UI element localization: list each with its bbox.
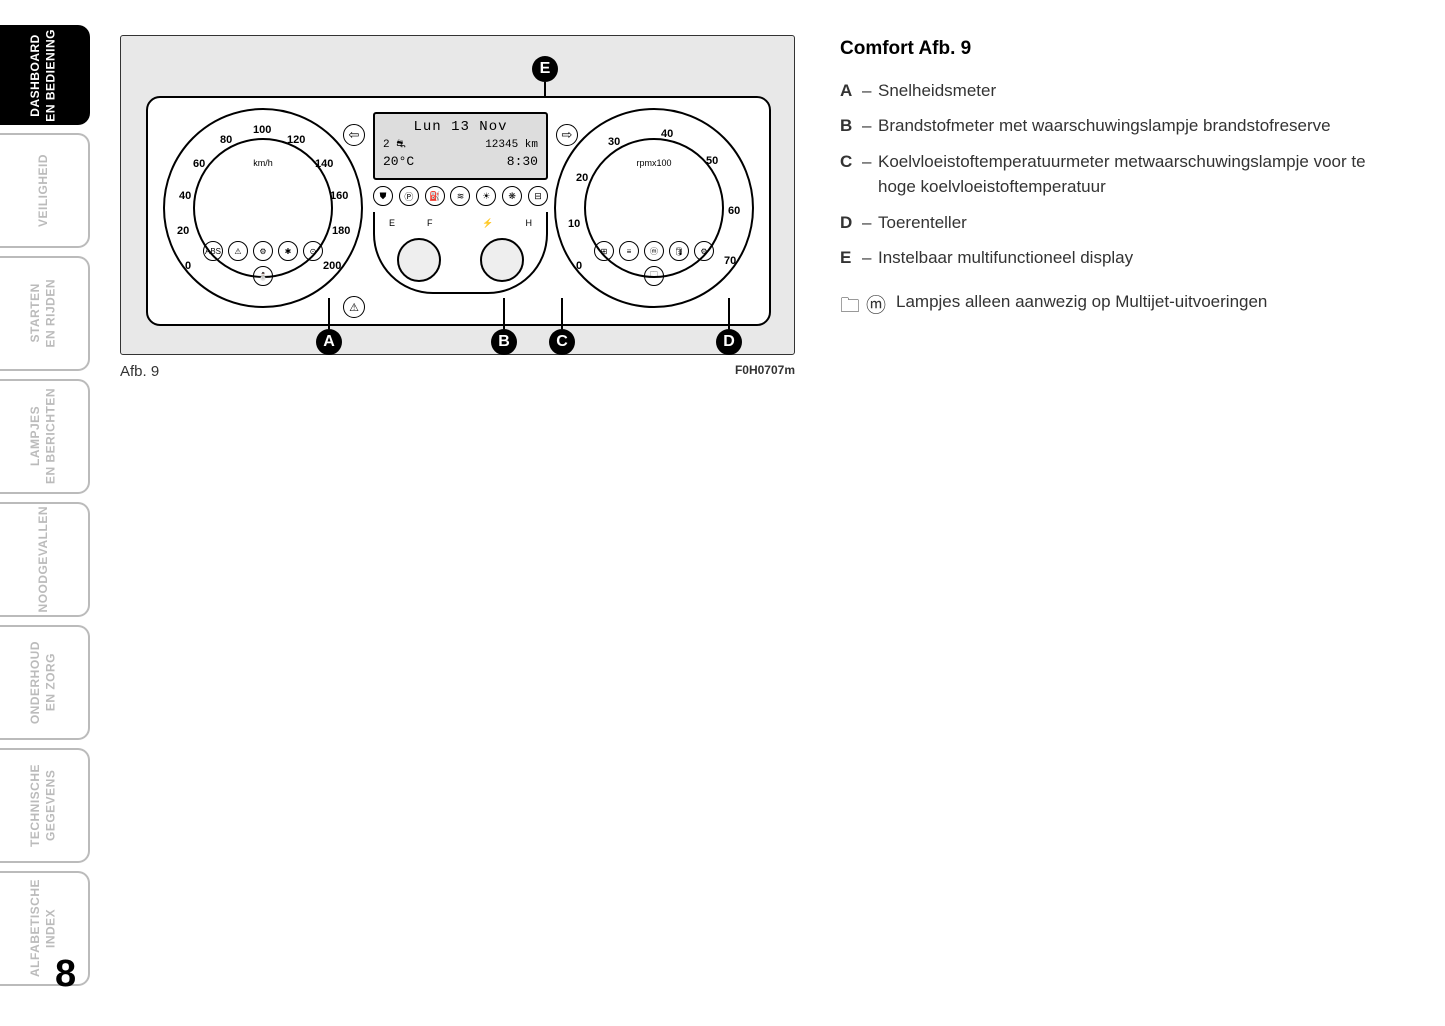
check-engine-icon: ⚙ — [694, 241, 714, 261]
callout-a-line — [328, 298, 330, 329]
callout-e: E — [532, 56, 558, 82]
legend-item-b: B – Brandstofmeter met waarschuwings­lam… — [840, 113, 1370, 139]
tab-technische[interactable]: TECHNISCHE GEGEVENS — [0, 748, 90, 863]
figure-caption-row: Afb. 9 F0H0707m — [120, 363, 795, 380]
tab-dashboard[interactable]: DASHBOARD EN BEDIENING — [0, 25, 90, 125]
text-column: Comfort Afb. 9 A – Snelheidsmeter B – Br… — [840, 35, 1370, 380]
warning-triangle-icon: ⚠ — [228, 241, 248, 261]
sidelights-icon: ☀ — [476, 186, 496, 206]
fog-rear-icon: ≋ — [450, 186, 470, 206]
low-fuel-icon: ⛽ — [425, 186, 445, 206]
callout-d: D — [716, 329, 742, 355]
tachometer-gauge: rpmx100 0 10 20 30 40 50 60 70 ⊞ ≡ ⓜ 🛢 ⚙ — [554, 108, 754, 308]
callout-c-line — [561, 298, 563, 329]
glow-plug-note-icon: ⓜ — [866, 291, 886, 321]
figure-code: F0H0707m — [735, 363, 795, 380]
instrument-cluster: km/h 0 20 40 60 80 100 120 140 160 180 2… — [146, 96, 771, 326]
fog-front-icon: ❋ — [502, 186, 522, 206]
glow-plug-icon: ⓜ — [644, 241, 664, 261]
callout-a: A — [316, 329, 342, 355]
door-open-icon: ⊟ — [528, 186, 548, 206]
figure-caption: Afb. 9 — [120, 363, 159, 380]
multifunction-display: Lun 13 Nov 2 ⛐ 12345 km 20°C 8:30 — [373, 112, 548, 180]
mfd-odometer: 12345 km — [485, 138, 538, 153]
tab-alfabetische[interactable]: ALFABETISCHE INDEX — [0, 871, 90, 986]
high-beam-icon: ≡ — [619, 241, 639, 261]
lower-gauge-cluster: E F ⚡ H — [373, 212, 548, 294]
tab-lampjes[interactable]: LAMPJES EN BERICHTEN — [0, 379, 90, 494]
callout-b-line — [503, 298, 505, 329]
tab-noodgevallen[interactable]: NOODGEVALLEN — [0, 502, 90, 617]
tab-veiligheid[interactable]: VEILIGHEID — [0, 133, 90, 248]
multijet-note: 🗀 ⓜ Lampjes alleen aanwezig op Multijet-… — [840, 289, 1370, 321]
callout-c: C — [549, 329, 575, 355]
center-stack: ⇦ ⇨ Lun 13 Nov 2 ⛐ 12345 km 20°C 8:30 — [373, 112, 548, 312]
callout-d-line — [728, 298, 730, 329]
water-in-fuel-note-icon: 🗀 — [840, 291, 860, 321]
abs-icon: ABS — [203, 241, 223, 261]
eobd-icon: ⚙ — [253, 241, 273, 261]
mfd-trip: 2 ⛐ — [383, 138, 406, 153]
mfd-line3: 20°C 8:30 — [383, 153, 538, 171]
tacho-warning-icons: ⊞ ≡ ⓜ 🛢 ⚙ 🗀 — [589, 241, 719, 286]
note-icons: 🗀 ⓜ — [840, 289, 886, 321]
instrument-cluster-figure: E km/h 0 20 40 60 80 100 120 140 160 180 — [120, 35, 795, 355]
mfd-temp: 20°C — [383, 153, 414, 171]
mfd-date: Lun 13 Nov — [383, 118, 538, 138]
note-text: Lampjes alleen aanwezig op Multijet-uitv… — [896, 289, 1370, 315]
speedometer-gauge: km/h 0 20 40 60 80 100 120 140 160 180 2… — [163, 108, 363, 308]
fuel-gauge — [397, 238, 441, 282]
speedo-warning-icons: ABS ⚠ ⚙ ✱ ⊙ ⛄ — [198, 241, 328, 286]
hazard-icon: ⚠ — [343, 296, 365, 318]
airbag-icon: ✱ — [278, 241, 298, 261]
mfd-clock: 8:30 — [507, 153, 538, 171]
section-title: Comfort Afb. 9 — [840, 35, 1370, 64]
fuel-temp-arc: E F ⚡ H — [389, 218, 532, 238]
mfd-line2: 2 ⛐ 12345 km — [383, 138, 538, 153]
seatbelt-icon: ⛄ — [253, 266, 273, 286]
legend-item-e: E – Instelbaar multifunctioneel display — [840, 245, 1370, 271]
right-turn-indicator-icon: ⇨ — [556, 124, 578, 146]
coolant-temp-gauge — [480, 238, 524, 282]
handbrake-icon: Ⓟ — [399, 186, 419, 206]
engine-oil-icon: 🛢 — [669, 241, 689, 261]
page-number: 8 — [55, 953, 76, 996]
tab-onderhoud[interactable]: ONDERHOUD EN ZORG — [0, 625, 90, 740]
tacho-unit: rpmx100 — [636, 158, 671, 168]
legend-item-c: C – Koelvloeistoftemperatuurmeter metwaa… — [840, 149, 1370, 200]
speedo-unit: km/h — [253, 158, 273, 168]
passenger-airbag-icon: ⛊ — [373, 186, 393, 206]
legend-item-d: D – Toerenteller — [840, 210, 1370, 236]
main-content: E km/h 0 20 40 60 80 100 120 140 160 180 — [120, 35, 1395, 380]
tab-starten[interactable]: STARTEN EN RIJDEN — [0, 256, 90, 371]
water-in-fuel-icon: 🗀 — [644, 266, 664, 286]
brake-icon: ⊙ — [303, 241, 323, 261]
center-icon-row: ⛊ Ⓟ ⛽ ≋ ☀ ❋ ⊟ — [373, 186, 548, 206]
callout-b: B — [491, 329, 517, 355]
side-nav-tabs: DASHBOARD EN BEDIENING VEILIGHEID STARTE… — [0, 25, 90, 986]
battery-icon: ⊞ — [594, 241, 614, 261]
figure-wrapper: E km/h 0 20 40 60 80 100 120 140 160 180 — [120, 35, 795, 380]
left-turn-indicator-icon: ⇦ — [343, 124, 365, 146]
legend-item-a: A – Snelheidsmeter — [840, 78, 1370, 104]
